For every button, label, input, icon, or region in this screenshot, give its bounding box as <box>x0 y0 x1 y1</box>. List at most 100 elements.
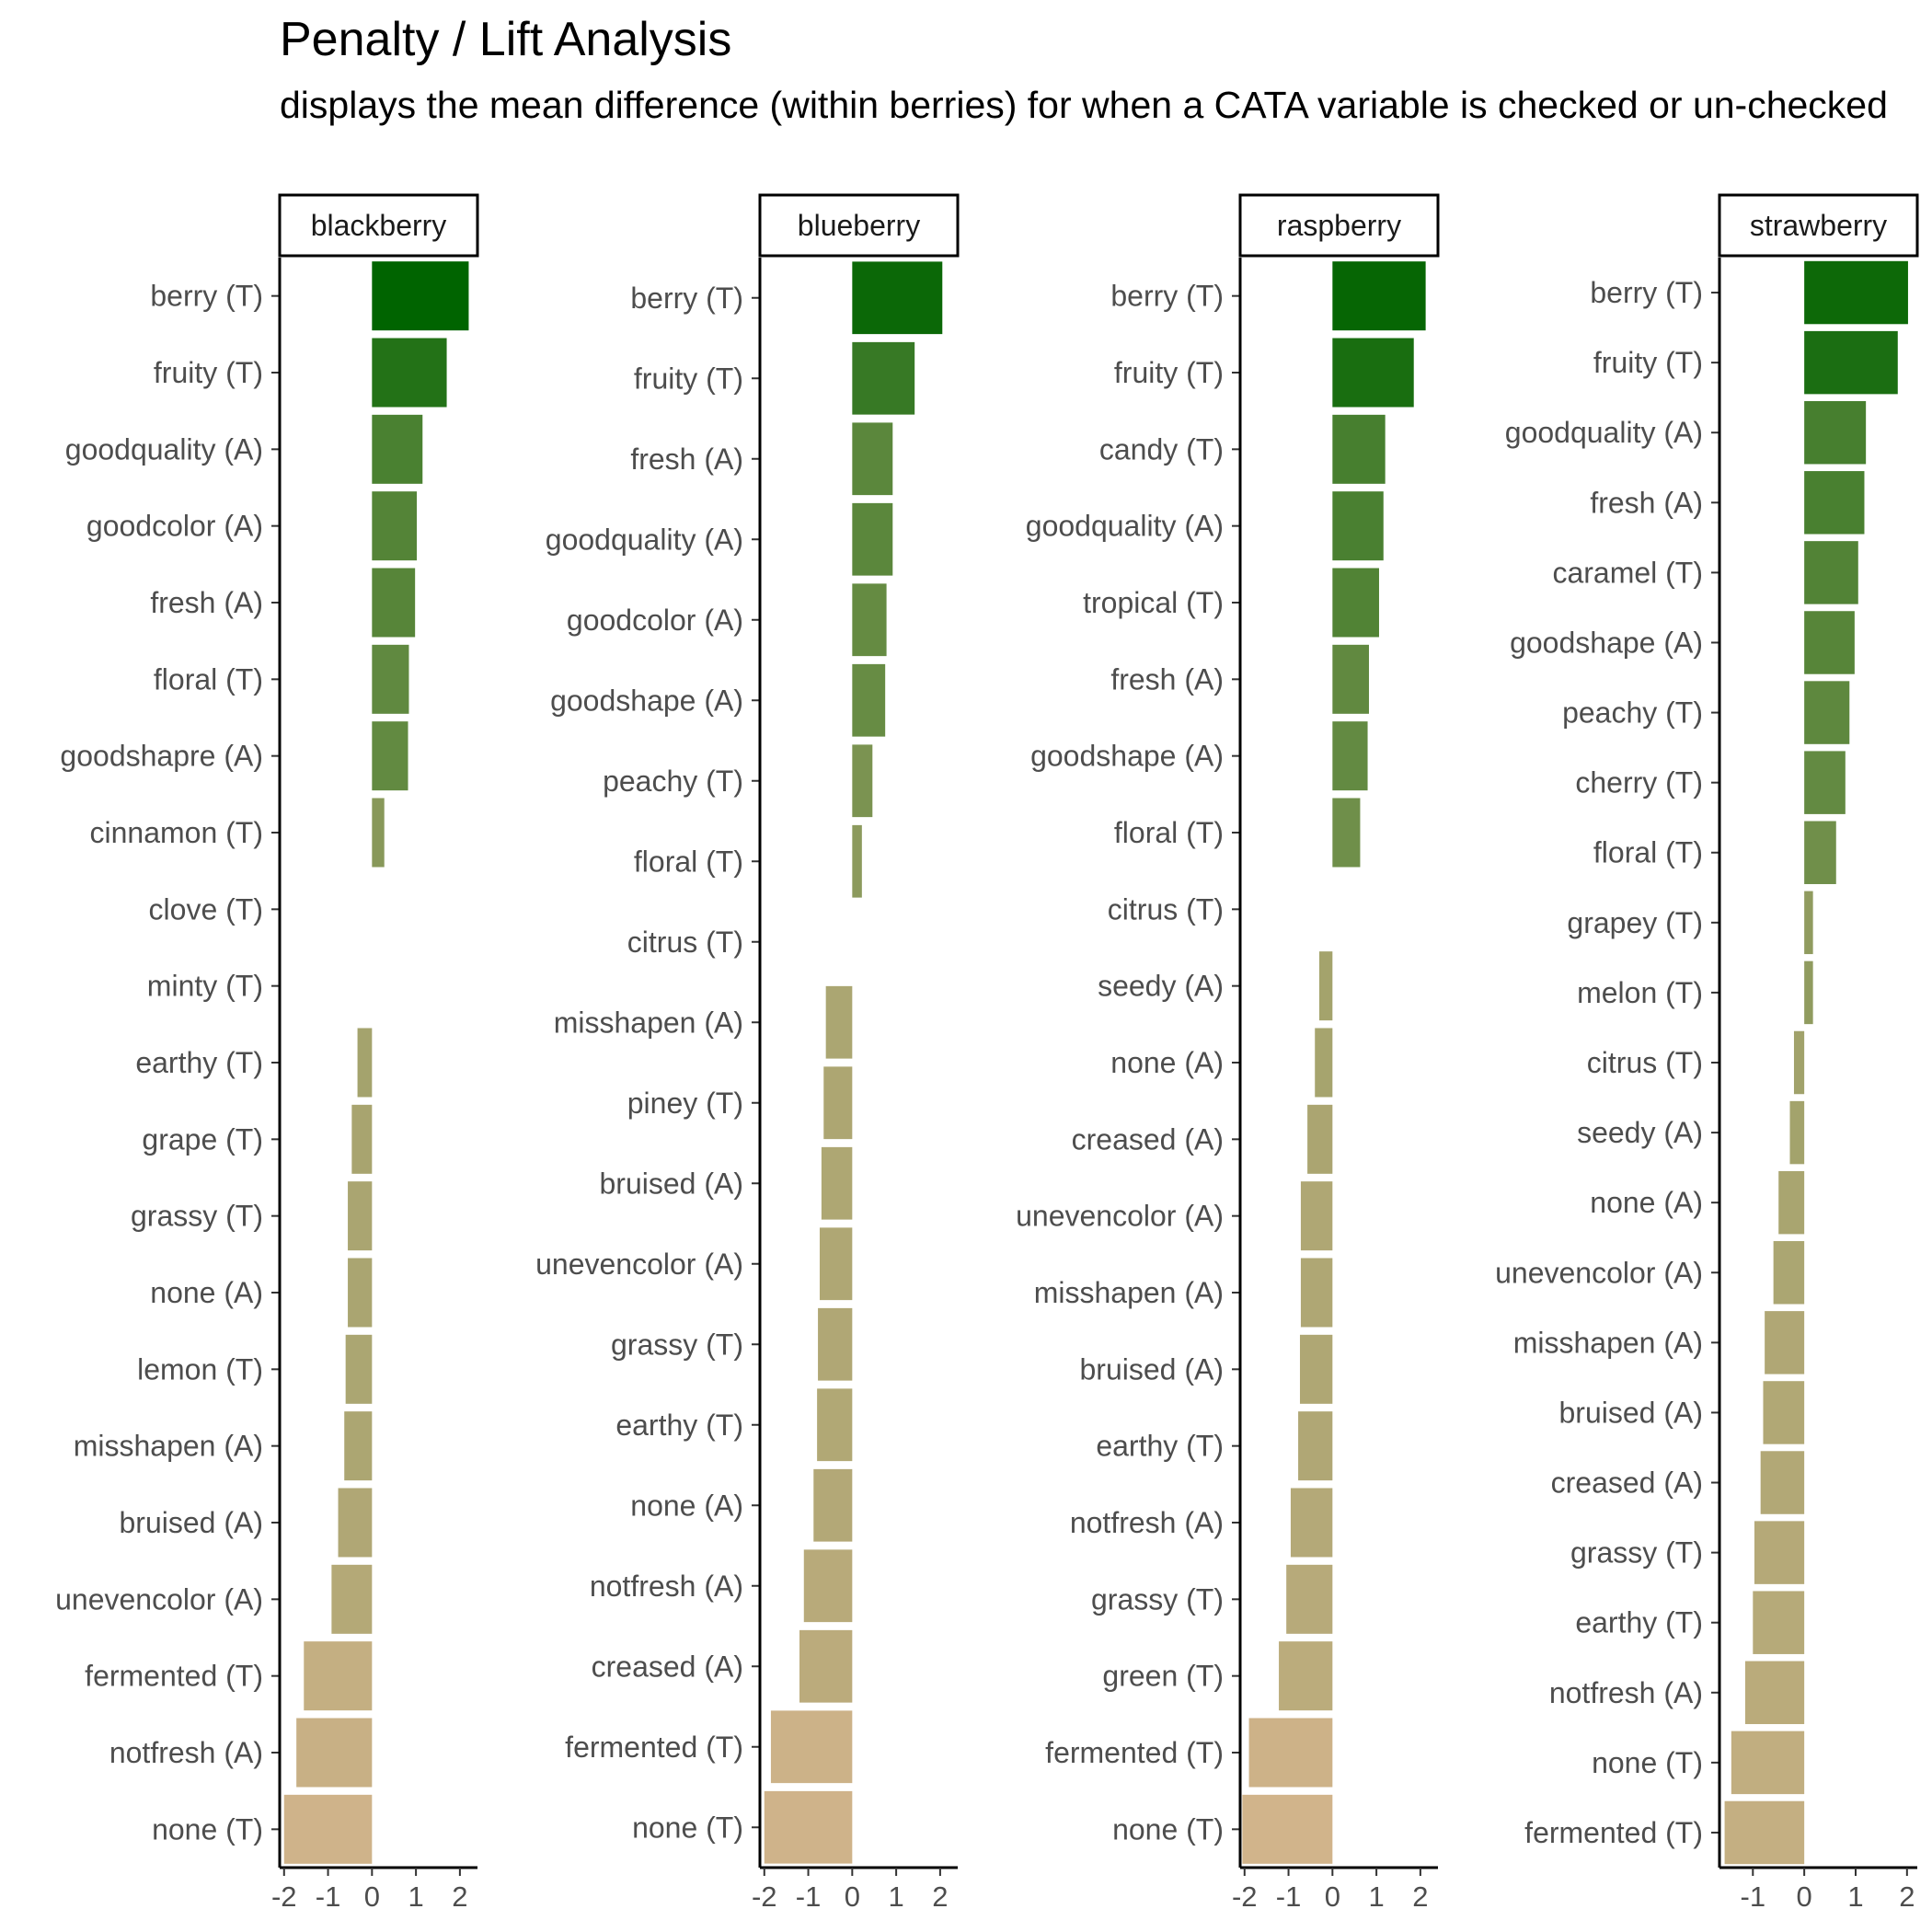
bar <box>1793 1030 1805 1095</box>
bar <box>1789 1100 1805 1165</box>
category-label: grapey (T) <box>1567 906 1703 939</box>
bar <box>1804 611 1855 674</box>
category-label: creased (A) <box>592 1650 743 1683</box>
category-label: fresh (A) <box>1110 662 1224 696</box>
category-label: peachy (T) <box>603 765 743 798</box>
category-label: grassy (T) <box>1091 1582 1224 1616</box>
bar <box>1290 1488 1333 1558</box>
x-tick-label: 1 <box>1368 1880 1384 1913</box>
x-tick-label: 1 <box>1847 1880 1863 1913</box>
bar <box>819 1227 853 1301</box>
bar <box>296 1718 373 1788</box>
category-label: bruised (A) <box>600 1167 744 1200</box>
category-label: green (T) <box>1102 1660 1224 1693</box>
category-label: goodshape (A) <box>1030 740 1224 773</box>
facet-strip-blueberry <box>758 193 960 258</box>
bar <box>1804 541 1858 604</box>
x-tick-label: 0 <box>1325 1880 1340 1913</box>
category-label: none (A) <box>1590 1186 1703 1219</box>
bar <box>372 491 418 561</box>
bar <box>1778 1170 1805 1235</box>
category-label: none (T) <box>632 1811 743 1844</box>
facet-strip-label: raspberry <box>1277 209 1401 242</box>
bar <box>818 1307 853 1381</box>
category-label: unevencolor (A) <box>1495 1256 1703 1289</box>
x-tick-label: 2 <box>932 1880 948 1913</box>
category-label: misshapen (A) <box>74 1430 263 1463</box>
facet-strip-label: blackberry <box>311 209 447 242</box>
bar <box>823 1066 853 1140</box>
x-tick-label: 1 <box>888 1880 903 1913</box>
category-label: berry (T) <box>630 282 743 315</box>
bar <box>372 414 423 484</box>
x-tick-label: -1 <box>796 1880 822 1913</box>
x-tick-label: -2 <box>1232 1880 1258 1913</box>
bar <box>852 824 862 898</box>
bar <box>372 644 409 714</box>
bar <box>1332 721 1368 791</box>
category-label: grassy (T) <box>611 1328 743 1361</box>
category-label: notfresh (A) <box>109 1736 263 1769</box>
category-label: goodquality (A) <box>1026 510 1224 543</box>
category-label: earthy (T) <box>1575 1606 1703 1639</box>
x-tick-label: 0 <box>364 1880 380 1913</box>
bar <box>338 1488 373 1558</box>
bar <box>1300 1181 1333 1251</box>
bar <box>1242 1794 1333 1864</box>
bar <box>357 1028 373 1098</box>
category-label: bruised (A) <box>1080 1352 1225 1386</box>
category-label: fresh (A) <box>150 586 263 619</box>
category-label: notfresh (A) <box>1070 1506 1224 1539</box>
bar <box>372 568 416 638</box>
bar <box>1332 414 1386 484</box>
category-label: fresh (A) <box>630 443 743 476</box>
category-label: lemon (T) <box>137 1352 263 1386</box>
bar <box>817 1388 853 1462</box>
category-label: bruised (A) <box>120 1506 264 1539</box>
x-tick-label: -2 <box>271 1880 297 1913</box>
bar <box>372 338 447 408</box>
bar <box>1332 798 1361 868</box>
bar <box>852 261 943 335</box>
bar <box>852 422 893 496</box>
bar <box>1319 951 1333 1021</box>
facet-strip-blackberry <box>278 193 479 258</box>
category-label: creased (A) <box>1072 1122 1224 1156</box>
bar <box>1315 1028 1333 1098</box>
category-label: floral (T) <box>154 662 263 696</box>
category-label: goodshape (A) <box>1510 626 1703 659</box>
bar <box>345 1334 373 1404</box>
bar <box>1754 1521 1805 1584</box>
bar <box>770 1710 853 1784</box>
category-label: berry (T) <box>1110 280 1224 313</box>
bar <box>1804 751 1846 814</box>
bar <box>1765 1311 1805 1374</box>
bar <box>1300 1258 1333 1328</box>
category-label: goodcolor (A) <box>86 510 263 543</box>
bar <box>1804 960 1813 1025</box>
bar <box>799 1629 853 1703</box>
category-label: goodshape (A) <box>550 684 743 717</box>
x-tick-label: 2 <box>1412 1880 1428 1913</box>
category-label: grape (T) <box>142 1122 263 1156</box>
bar <box>1804 330 1898 395</box>
category-label: peachy (T) <box>1562 696 1703 730</box>
chart-title: Penalty / Lift Analysis <box>280 13 732 66</box>
category-label: bruised (A) <box>1559 1396 1704 1429</box>
category-label: floral (T) <box>634 845 743 878</box>
category-label: none (A) <box>630 1489 743 1522</box>
category-label: goodcolor (A) <box>567 604 743 637</box>
bar <box>1804 891 1813 955</box>
bar <box>803 1549 853 1623</box>
category-label: caramel (T) <box>1552 556 1703 589</box>
category-label: earthy (T) <box>615 1409 743 1442</box>
category-label: unevencolor (A) <box>535 1248 743 1281</box>
facet-strip-label: strawberry <box>1750 209 1887 242</box>
category-label: earthy (T) <box>1096 1430 1224 1463</box>
x-tick-label: 0 <box>1797 1880 1812 1913</box>
bar <box>331 1564 373 1634</box>
x-tick-label: -1 <box>316 1880 341 1913</box>
category-label: none (T) <box>1112 1812 1224 1846</box>
category-label: none (A) <box>1110 1046 1224 1079</box>
